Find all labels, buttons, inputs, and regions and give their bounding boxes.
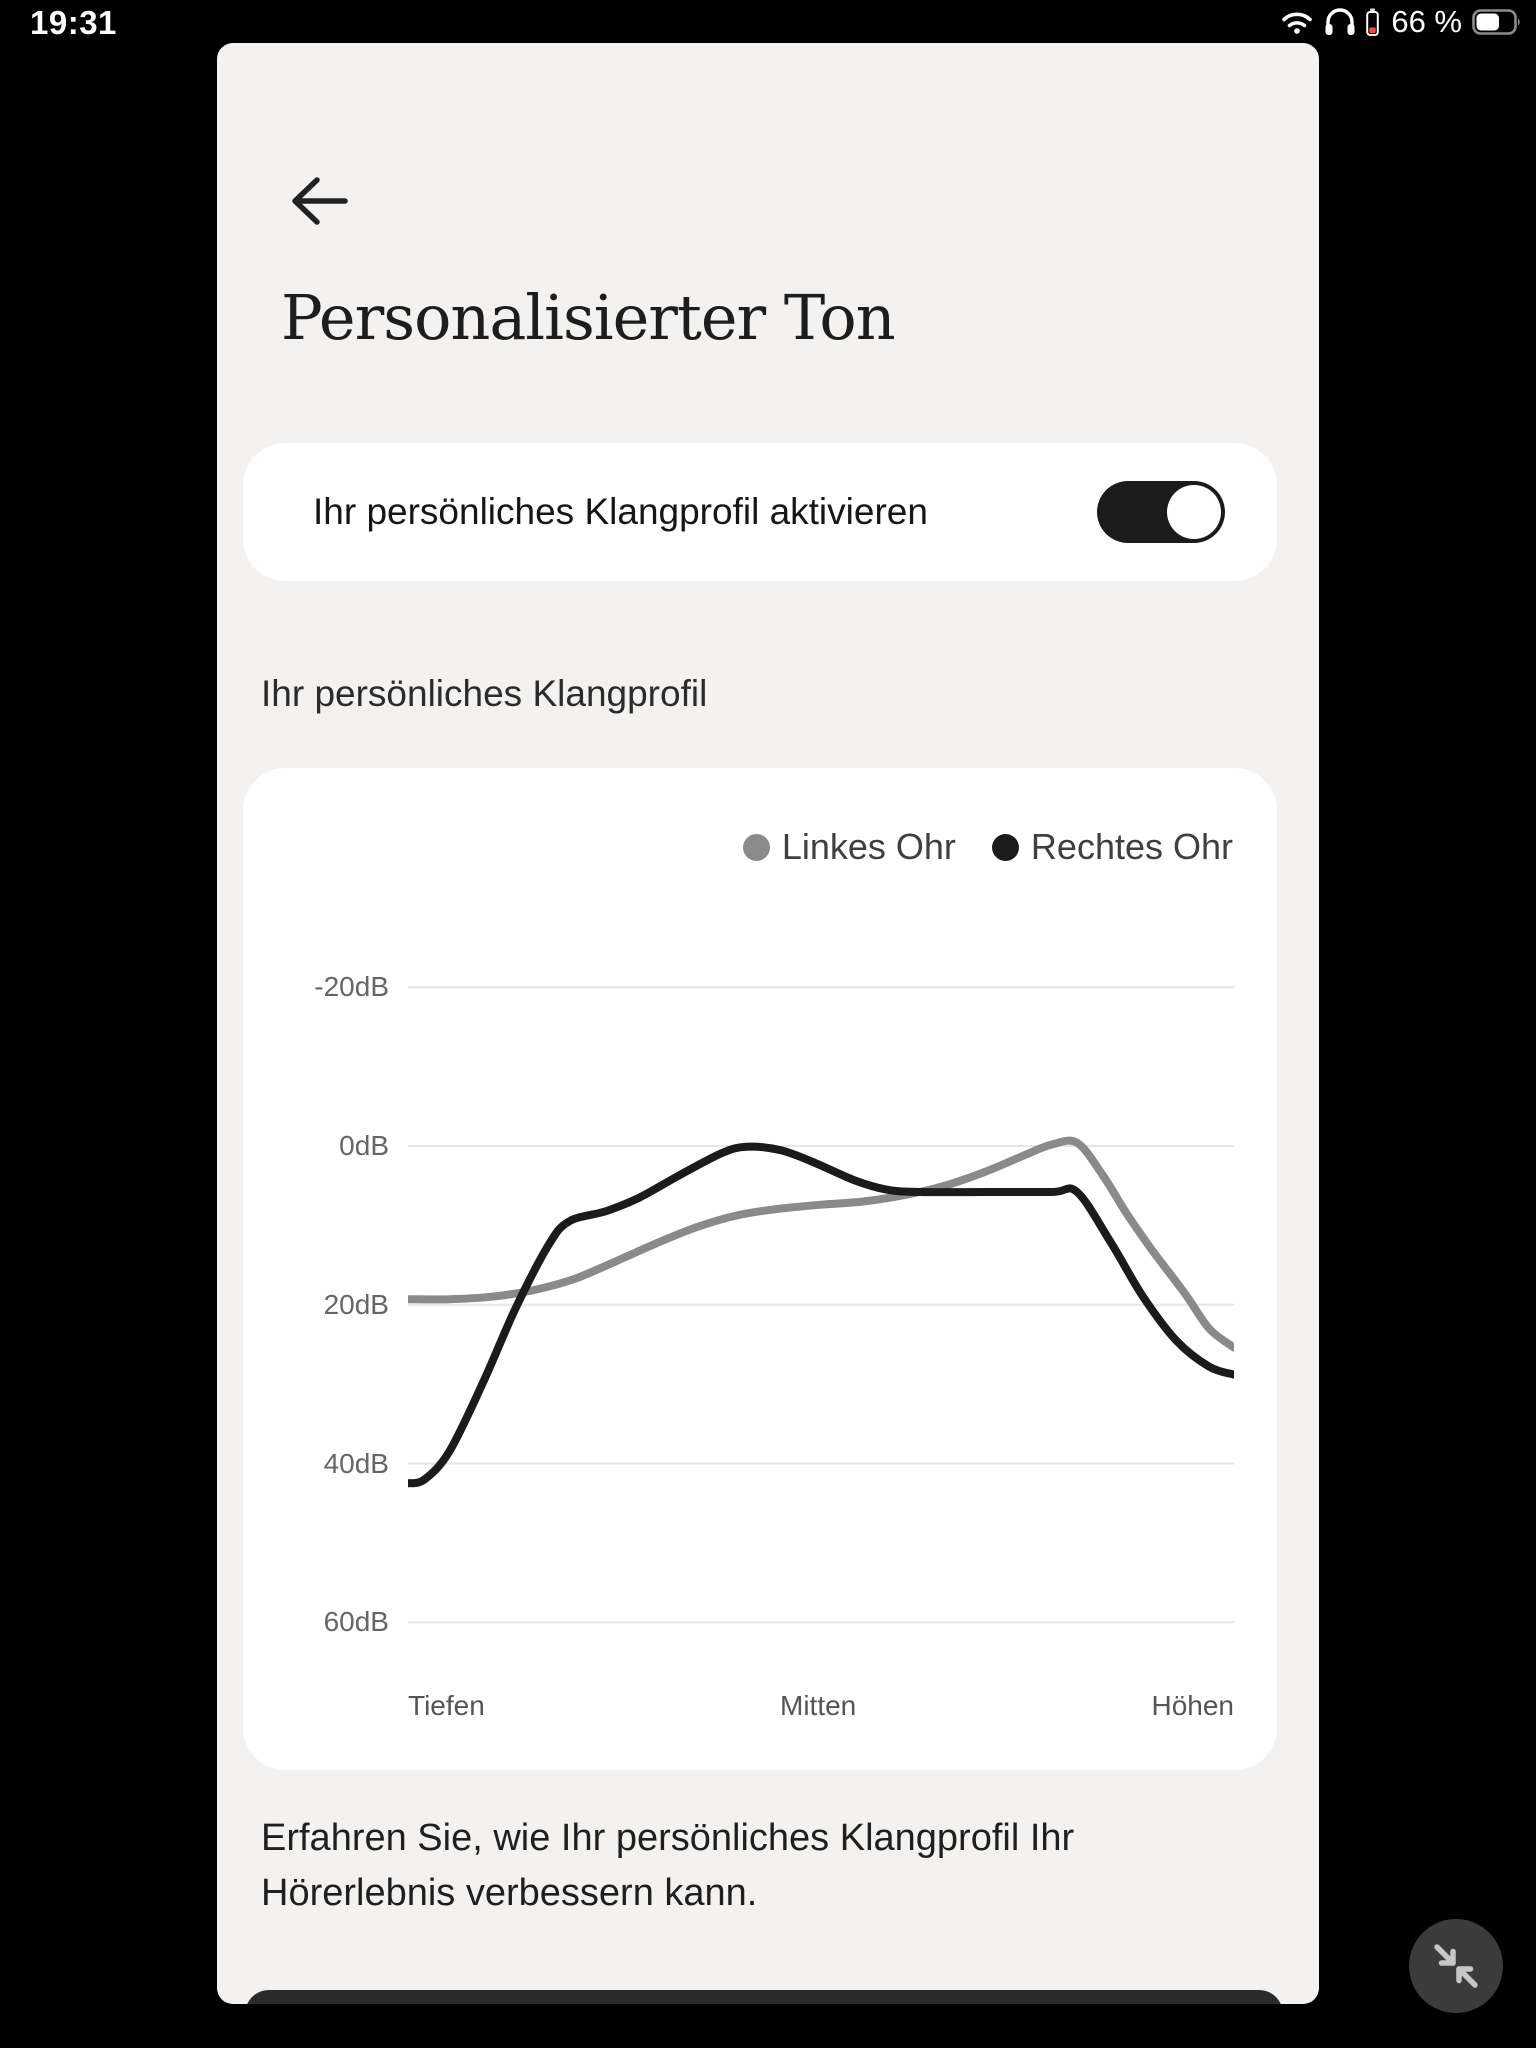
x-tick-label: Höhen (1151, 1690, 1234, 1721)
clock: 19:31 (30, 4, 117, 41)
series-rechtes-ohr (408, 1142, 1234, 1488)
y-tick-label: 60dB (323, 1606, 389, 1638)
app-window: Personalisierter Ton Ihr persönliches Kl… (217, 43, 1319, 2004)
x-axis-labels: Tiefen Mitten Höhen (408, 1690, 1234, 1722)
headphones-icon (1324, 8, 1356, 36)
legend-dot-icon (991, 833, 1019, 861)
y-tick-label: 40dB (323, 1447, 389, 1479)
section-label: Ihr persönliches Klangprofil (261, 673, 708, 714)
legend-dot-icon (742, 833, 770, 861)
toggle-label: Ihr persönliches Klangprofil aktivieren (313, 491, 928, 532)
profile-toggle-card: Ihr persönliches Klangprofil aktivieren (243, 443, 1277, 581)
back-arrow-icon (292, 177, 348, 225)
toggle-knob (1167, 485, 1221, 539)
legend-item: Rechtes Ohr (991, 826, 1233, 868)
page-title: Personalisierter Ton (281, 281, 896, 354)
profile-toggle-switch[interactable] (1097, 481, 1225, 543)
y-tick-label: 20dB (323, 1288, 389, 1320)
legend-item: Linkes Ohr (742, 826, 956, 868)
sound-profile-chart-card: Linkes Ohr Rechtes Ohr -20dB 0dB 20dB 40dB 60… (243, 768, 1277, 1770)
wifi-icon (1280, 9, 1314, 35)
legend-label: Linkes Ohr (781, 826, 956, 867)
y-axis-labels: -20dB 0dB 20dB 40dB 60dB (243, 768, 389, 1770)
bottom-cta-button[interactable] (245, 1990, 1283, 2004)
x-tick-label: Mitten (780, 1690, 857, 1721)
legend-label: Rechtes Ohr (1030, 826, 1233, 867)
y-tick-label: -20dB (314, 971, 389, 1003)
footer-text: Erfahren Sie, wie Ihr persönliches Klang… (261, 1817, 1075, 1914)
back-button[interactable] (279, 161, 359, 241)
status-icons: 66 % (1280, 0, 1522, 44)
battery-icon (1472, 9, 1522, 35)
profile-chart (408, 986, 1234, 1624)
series-linkes-ohr (408, 1136, 1234, 1352)
battery-percent: 66 % (1391, 4, 1462, 39)
status-bar: 19:31 66 % (0, 0, 1536, 44)
x-tick-label: Tiefen (408, 1690, 485, 1721)
headphone-battery-low-icon (1366, 8, 1380, 36)
collapse-arrows-icon (1434, 1944, 1478, 1988)
scale-toggle-button[interactable] (1409, 1919, 1503, 2013)
y-tick-label: 0dB (339, 1130, 389, 1161)
chart-legend: Linkes Ohr Rechtes Ohr (742, 826, 1233, 868)
